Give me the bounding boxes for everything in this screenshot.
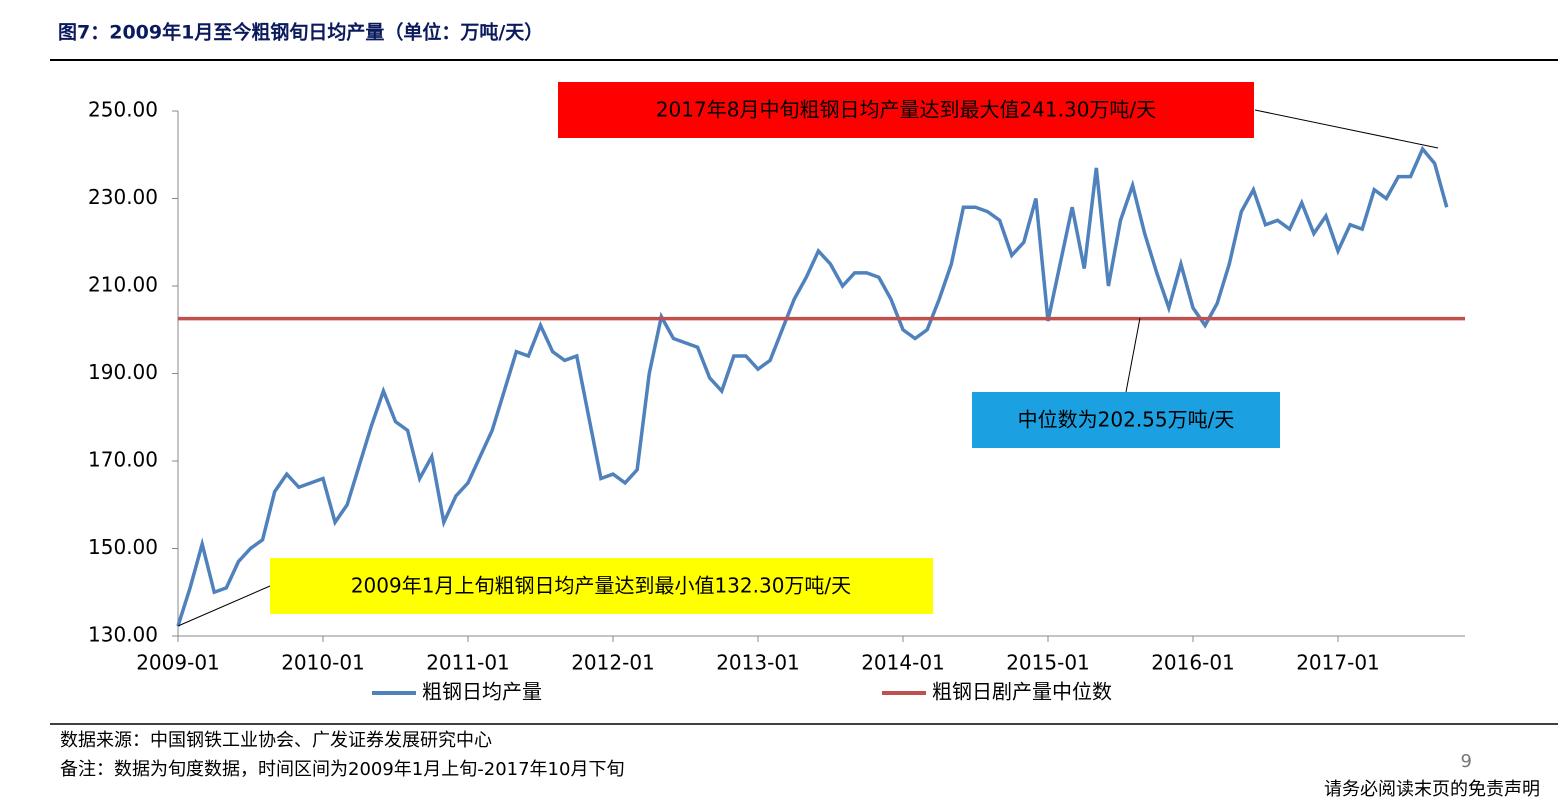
y-tick-label: 230.00 [88,185,158,209]
disclaimer: 请务必阅读末页的免责声明 [1324,779,1540,800]
x-tick-label: 2013-01 [716,651,800,675]
leader [1125,317,1141,393]
x-tick-label: 2015-01 [1006,651,1090,675]
x-tick-label: 2011-01 [426,651,510,675]
y-tick-label: 130.00 [88,623,158,647]
page-title: 图7：2009年1月至今粗钢旬日均产量（单位：万吨/天） [58,21,543,44]
data-line [176,145,1449,627]
x-tick-label: 2014-01 [861,651,945,675]
page-number: 9 [1461,751,1472,772]
legend-label: 粗钢日剧产量中位数 [932,680,1112,704]
y-tick-label: 150.00 [88,535,158,559]
y-tick-label: 190.00 [88,360,158,384]
x-tick-label: 2016-01 [1151,651,1235,675]
annotation: 中位数为202.55万吨/天 [1018,408,1235,432]
annotation-box [558,82,1254,138]
annotation-box [972,392,1280,448]
note: 备注：数据为旬度数据，时间区间为2009年1月上旬-2017年10月下旬 [60,759,624,780]
annotation: 2017年8月中旬粗钢日均产量达到最大值241.30万吨/天 [656,98,1156,122]
x-tick-label: 2012-01 [571,651,655,675]
annotation: 2009年1月上旬粗钢日均产量达到最小值132.30万吨/天 [351,574,851,598]
x-tick-label: 2017-01 [1296,651,1380,675]
y-tick-label: 210.00 [88,273,158,297]
legend-label: 粗钢日均产量 [422,680,542,704]
x-tick-label: 2010-01 [281,651,365,675]
annotation-box [270,558,933,614]
y-tick-label: 170.00 [88,448,158,472]
x-tick-label: 2009-01 [136,651,220,675]
y-tick-label: 250.00 [88,98,158,122]
plot: 130.00 150.00 170.00 190.00 210.00 230.00 250.… [88,98,1465,704]
leader [177,585,271,627]
leader [1254,109,1439,149]
source: 数据来源：中国钢铁工业协会、广发证券发展研究中心 [60,730,492,751]
